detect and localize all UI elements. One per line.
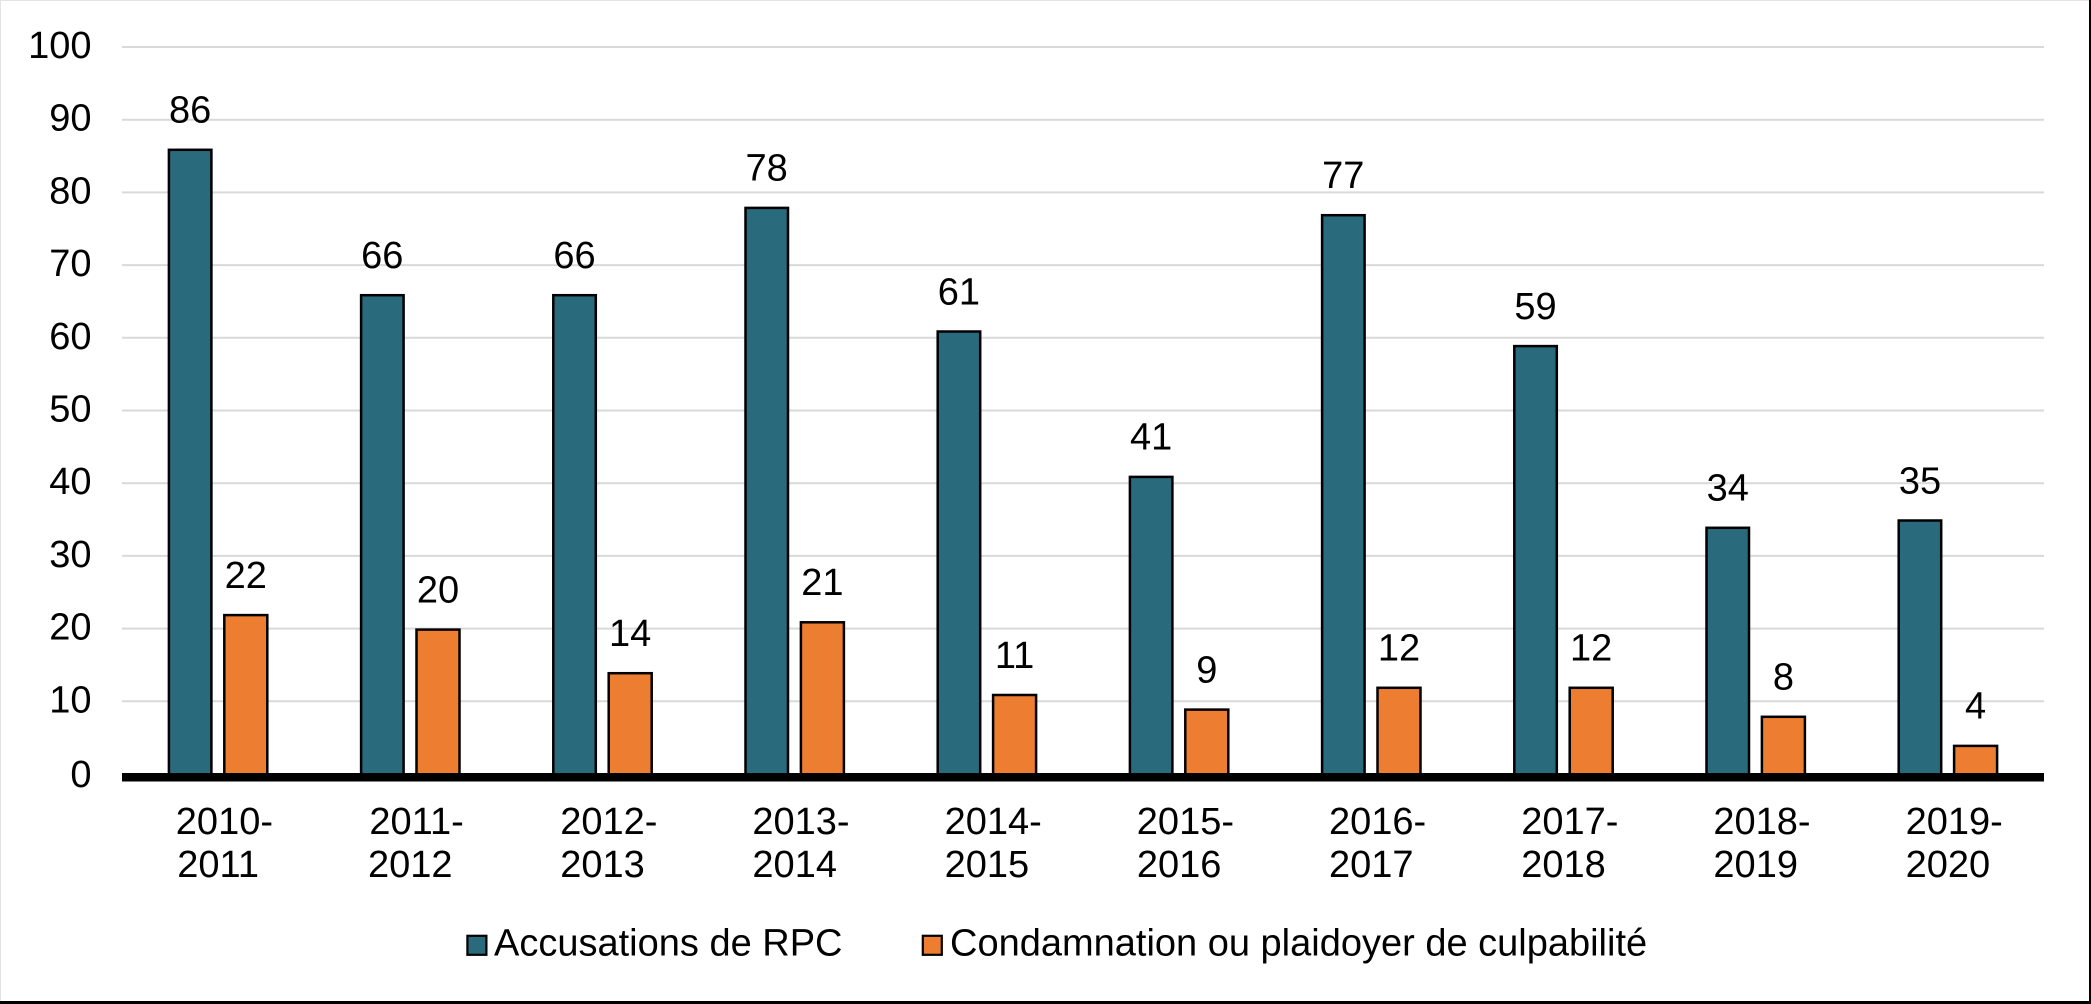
svg-text:10: 10 xyxy=(49,679,91,721)
svg-text:30: 30 xyxy=(49,534,91,576)
svg-text:0: 0 xyxy=(70,754,91,796)
svg-text:59: 59 xyxy=(1514,286,1556,328)
svg-text:2017-: 2017- xyxy=(1521,801,1618,843)
svg-text:40: 40 xyxy=(49,461,91,503)
svg-text:2011: 2011 xyxy=(177,844,259,886)
svg-text:50: 50 xyxy=(49,389,91,431)
svg-text:86: 86 xyxy=(169,90,211,132)
svg-text:20: 20 xyxy=(49,607,91,649)
svg-text:2016: 2016 xyxy=(1137,844,1222,886)
svg-text:100: 100 xyxy=(28,25,91,67)
svg-text:12: 12 xyxy=(1378,628,1420,670)
svg-text:12: 12 xyxy=(1570,628,1612,670)
svg-text:22: 22 xyxy=(225,555,267,597)
svg-text:61: 61 xyxy=(938,271,980,313)
svg-text:2011-: 2011- xyxy=(369,801,463,843)
svg-text:2015-: 2015- xyxy=(1137,801,1234,843)
svg-text:21: 21 xyxy=(801,562,843,604)
svg-text:11: 11 xyxy=(995,635,1034,677)
svg-text:2015: 2015 xyxy=(945,844,1030,886)
svg-text:66: 66 xyxy=(361,235,403,277)
svg-text:2020: 2020 xyxy=(1906,844,1991,886)
svg-text:2014-: 2014- xyxy=(945,801,1042,843)
svg-text:14: 14 xyxy=(609,613,651,655)
svg-text:66: 66 xyxy=(553,235,595,277)
svg-text:2012-: 2012- xyxy=(560,801,657,843)
svg-text:2013-: 2013- xyxy=(752,801,849,843)
svg-text:35: 35 xyxy=(1899,460,1941,502)
svg-text:34: 34 xyxy=(1707,468,1749,510)
svg-text:2017: 2017 xyxy=(1329,844,1414,886)
svg-text:2019: 2019 xyxy=(1713,844,1798,886)
svg-text:Accusations de RPC: Accusations de RPC xyxy=(494,923,843,965)
svg-text:2019-: 2019- xyxy=(1906,801,2003,843)
svg-text:90: 90 xyxy=(49,98,91,140)
svg-text:2016-: 2016- xyxy=(1329,801,1426,843)
svg-text:4: 4 xyxy=(1965,686,1986,728)
svg-text:2014: 2014 xyxy=(752,844,837,886)
svg-text:2010-: 2010- xyxy=(176,801,273,843)
svg-text:2013: 2013 xyxy=(560,844,645,886)
svg-text:2012: 2012 xyxy=(368,844,453,886)
svg-text:8: 8 xyxy=(1773,657,1794,699)
svg-text:77: 77 xyxy=(1322,155,1364,197)
svg-text:2018-: 2018- xyxy=(1713,801,1810,843)
svg-text:20: 20 xyxy=(417,569,459,611)
svg-text:60: 60 xyxy=(49,316,91,358)
svg-text:Condamnation ou plaidoyer de c: Condamnation ou plaidoyer de culpabilité xyxy=(950,923,1647,965)
svg-text:80: 80 xyxy=(49,170,91,212)
svg-text:70: 70 xyxy=(49,243,91,285)
svg-text:9: 9 xyxy=(1196,649,1217,691)
svg-text:78: 78 xyxy=(746,148,788,190)
svg-text:2018: 2018 xyxy=(1521,844,1606,886)
svg-text:41: 41 xyxy=(1130,417,1172,459)
